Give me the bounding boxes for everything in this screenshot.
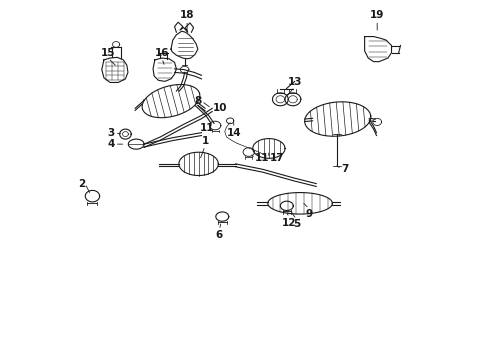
Text: 11: 11 xyxy=(255,153,269,163)
Text: 4: 4 xyxy=(107,139,115,149)
Text: 9: 9 xyxy=(305,209,312,219)
Text: 12: 12 xyxy=(282,218,296,228)
Text: 11: 11 xyxy=(199,123,214,132)
Text: 7: 7 xyxy=(341,164,348,174)
Text: 19: 19 xyxy=(369,10,384,21)
Text: 13: 13 xyxy=(287,77,301,87)
Text: 6: 6 xyxy=(215,230,223,240)
Text: 15: 15 xyxy=(101,48,115,58)
Text: 2: 2 xyxy=(78,179,85,189)
Text: 8: 8 xyxy=(194,96,201,106)
Text: 14: 14 xyxy=(226,128,241,138)
Text: 1: 1 xyxy=(201,136,208,146)
Text: 5: 5 xyxy=(292,220,300,229)
Text: 10: 10 xyxy=(213,103,227,113)
Text: 3: 3 xyxy=(107,129,115,138)
Text: 18: 18 xyxy=(180,10,194,21)
Text: 16: 16 xyxy=(155,48,169,58)
Text: 17: 17 xyxy=(269,153,284,163)
